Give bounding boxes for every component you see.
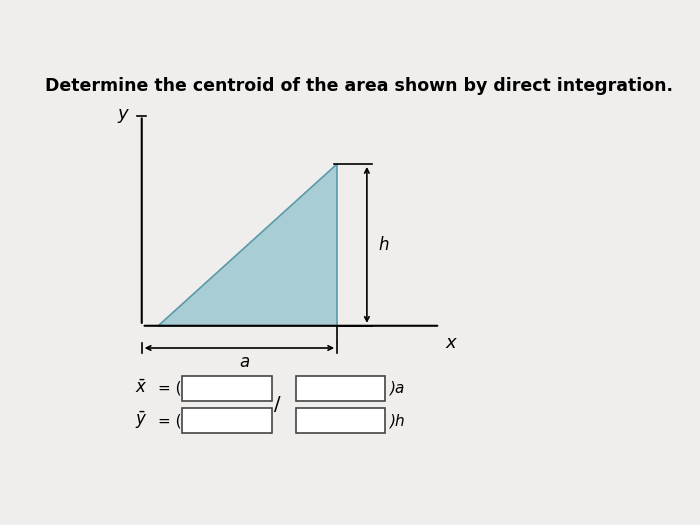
Text: /: / (274, 395, 280, 414)
Polygon shape (158, 164, 337, 326)
Text: Determine the centroid of the area shown by direct integration.: Determine the centroid of the area shown… (45, 77, 673, 95)
FancyBboxPatch shape (296, 408, 385, 433)
Text: y: y (118, 104, 128, 122)
FancyBboxPatch shape (183, 408, 272, 433)
Text: = (: = ( (158, 381, 181, 396)
Text: = (: = ( (158, 413, 181, 428)
Text: $\bar{x}$: $\bar{x}$ (135, 380, 147, 397)
Text: )a: )a (390, 381, 405, 396)
Text: a: a (239, 353, 250, 371)
Text: )h: )h (390, 413, 405, 428)
FancyBboxPatch shape (183, 376, 272, 401)
Text: x: x (446, 334, 456, 352)
FancyBboxPatch shape (296, 376, 385, 401)
Text: $\bar{y}$: $\bar{y}$ (134, 410, 147, 432)
Text: h: h (379, 236, 389, 254)
